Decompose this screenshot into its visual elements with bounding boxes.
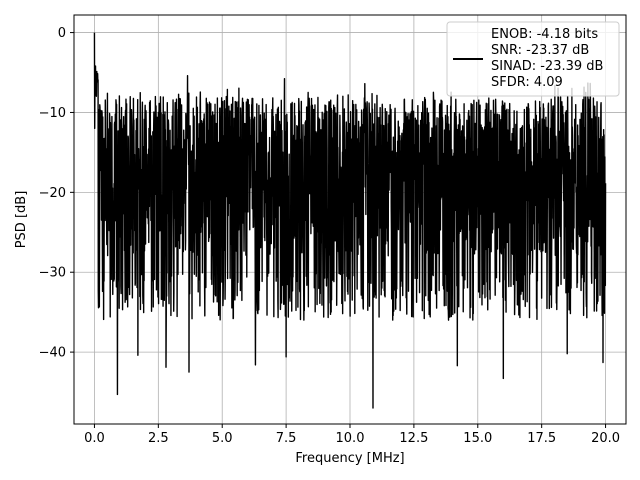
x-tick-label: 17.5	[527, 431, 556, 446]
x-axis-ticks: 0.0 2.5 5.0 7.5 10.0 12.5 15.0 17.5 20.0	[84, 424, 620, 446]
legend-enob: ENOB: -4.18 bits	[491, 27, 598, 42]
y-tick-label: 0	[58, 26, 66, 41]
x-tick-label: 2.5	[148, 431, 169, 446]
x-tick-label: 10.0	[336, 431, 365, 446]
series-layer	[93, 32, 607, 409]
psd-series-line	[93, 32, 607, 409]
x-tick-label: 20.0	[591, 431, 620, 446]
x-tick-label: 12.5	[399, 431, 428, 446]
legend-box	[446, 21, 620, 97]
legend-sfdr: SFDR: 4.09	[491, 75, 563, 90]
y-axis-ticks: 0 −10 −20 −30 −40	[39, 26, 74, 361]
x-tick-label: 15.0	[463, 431, 492, 446]
x-tick-label: 7.5	[276, 431, 297, 446]
x-tick-label: 5.0	[212, 431, 233, 446]
y-tick-label: −30	[39, 266, 66, 281]
x-tick-label: 0.0	[84, 431, 105, 446]
legend: ENOB: -4.18 bits SNR: -23.37 dB SINAD: -…	[446, 21, 620, 97]
legend-sinad: SINAD: -23.39 dB	[491, 59, 603, 74]
y-tick-label: −20	[39, 186, 66, 201]
y-tick-label: −10	[39, 106, 66, 121]
x-axis-label: Frequency [MHz]	[295, 451, 404, 466]
legend-snr: SNR: -23.37 dB	[491, 43, 589, 58]
y-tick-label: −40	[39, 346, 66, 361]
y-axis-label: PSD [dB]	[14, 191, 29, 249]
